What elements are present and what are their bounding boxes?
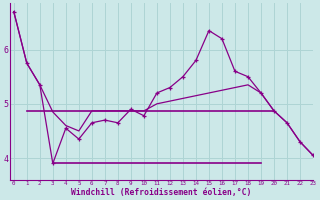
X-axis label: Windchill (Refroidissement éolien,°C): Windchill (Refroidissement éolien,°C) [71,188,252,197]
